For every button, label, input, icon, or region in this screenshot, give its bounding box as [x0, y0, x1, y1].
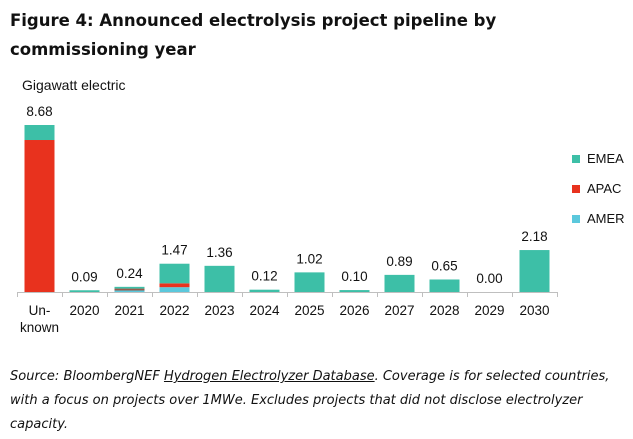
bar-segment-amer [114, 290, 145, 292]
bar-segment-apac [24, 140, 55, 292]
data-label: 1.36 [206, 245, 232, 260]
data-label: 0.09 [71, 269, 97, 284]
category-label: 2020 [69, 303, 99, 318]
legend-swatch [572, 214, 580, 223]
source-note: Source: BloombergNEF Hydrogen Electrolyz… [10, 365, 622, 437]
legend-label: AMER [587, 211, 625, 226]
bar-segment-apac [114, 288, 145, 291]
data-label: 0.89 [386, 254, 412, 269]
data-label: 1.47 [161, 243, 187, 258]
database-link[interactable]: Hydrogen Electrolyzer Database [163, 369, 375, 384]
category-label: 2028 [429, 303, 459, 318]
category-label: known [20, 320, 59, 335]
category-label: 2024 [249, 303, 280, 318]
category-label: 2025 [294, 303, 324, 318]
legend-label: APAC [587, 181, 622, 196]
category-label: Un- [29, 303, 51, 318]
legend-item-emea: EMEA [572, 151, 632, 166]
data-label: 0.00 [476, 271, 502, 286]
bar-segment-emea [204, 265, 235, 292]
category-label: 2029 [474, 303, 504, 318]
data-label: 1.02 [296, 251, 322, 266]
data-label: 0.65 [431, 258, 457, 273]
bar-segment-emea [249, 289, 280, 292]
bar-segment-emea [519, 250, 550, 292]
source-suffix: . Coverage is for selected countries, wi… [10, 369, 610, 432]
bar-segment-apac [159, 283, 190, 288]
bar-segment-emea [69, 290, 100, 292]
category-label: 2030 [519, 303, 549, 318]
data-label: 2.18 [521, 229, 547, 244]
bar-segment-amer [159, 287, 190, 292]
figure-title: Figure 4: Announced electrolysis project… [10, 11, 497, 59]
source-prefix: Source: BloombergNEF [10, 369, 164, 384]
category-label: 2023 [204, 303, 234, 318]
chart-legend: EMEA APAC AMER [572, 151, 632, 241]
data-label: 0.24 [116, 266, 143, 281]
category-label: 2021 [114, 303, 144, 318]
bar-segment-emea [294, 272, 325, 292]
data-label: 0.10 [341, 269, 367, 284]
bar-segment-emea [339, 290, 370, 292]
legend-swatch [572, 154, 580, 163]
legend-label: EMEA [587, 151, 624, 166]
bar-segment-emea [384, 274, 415, 292]
unit-label: Gigawatt electric [22, 77, 126, 93]
category-label: 2026 [339, 303, 369, 318]
data-label: 8.68 [26, 104, 52, 119]
bar-segment-emea [429, 279, 460, 292]
legend-swatch [572, 184, 580, 193]
legend-item-amer: AMER [572, 211, 632, 226]
bar-segment-emea [114, 286, 145, 289]
bar-segment-emea [159, 263, 190, 284]
legend-item-apac: APAC [572, 181, 632, 196]
category-label: 2022 [159, 303, 189, 318]
data-label: 0.12 [251, 269, 277, 284]
category-label: 2027 [384, 303, 414, 318]
bar-segment-emea [24, 125, 55, 141]
